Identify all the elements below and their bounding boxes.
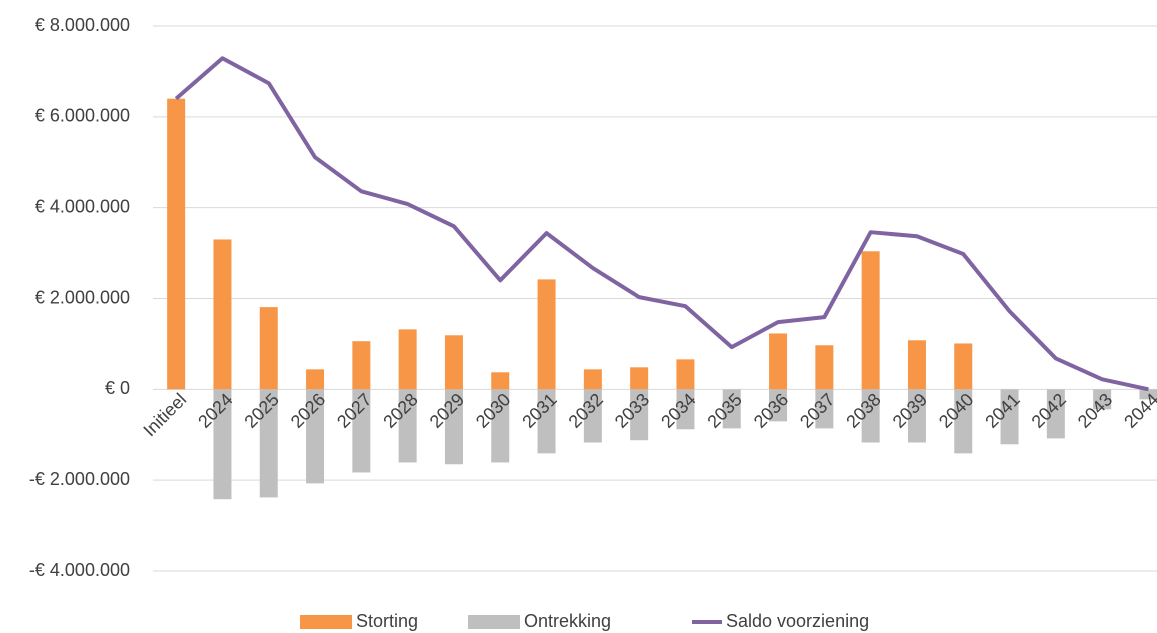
- bar: [861, 389, 880, 443]
- bar: [213, 389, 232, 500]
- legend-label: Ontrekking: [524, 611, 611, 631]
- bar: [213, 239, 232, 390]
- bar: [954, 389, 973, 454]
- bar: [769, 333, 788, 390]
- bar: [537, 389, 556, 454]
- bar: [769, 389, 788, 422]
- y-tick-label: € 4.000.000: [35, 196, 130, 216]
- bar: [583, 389, 602, 443]
- legend-swatch: [468, 615, 520, 629]
- bar: [907, 389, 926, 443]
- bar: [167, 98, 186, 390]
- bar: [537, 279, 556, 390]
- x-tick-label: 2044: [1120, 389, 1157, 431]
- y-tick-label: € 8.000.000: [35, 15, 130, 35]
- bar: [583, 369, 602, 390]
- y-tick-label: € 0: [105, 378, 130, 398]
- bar: [444, 335, 463, 390]
- bar: [954, 343, 973, 390]
- bar: [815, 389, 834, 429]
- bar: [630, 389, 649, 441]
- y-tick-label: € 2.000.000: [35, 287, 130, 307]
- y-tick-label: € 6.000.000: [35, 106, 130, 126]
- bar: [1000, 389, 1019, 445]
- line: [174, 56, 1149, 392]
- legend-label: Storting: [356, 611, 418, 631]
- bar: [491, 389, 510, 463]
- bar: [907, 340, 926, 390]
- bar: [1093, 389, 1112, 410]
- bar: [398, 389, 417, 463]
- bar: [306, 389, 325, 484]
- bar: [259, 307, 278, 390]
- bar: [306, 369, 325, 390]
- legend-swatch: [300, 615, 352, 629]
- bar: [398, 329, 417, 390]
- bar: [352, 389, 371, 473]
- bar: [1139, 389, 1157, 400]
- bar: [491, 372, 510, 390]
- y-tick-label: -€ 2.000.000: [29, 469, 130, 489]
- bar: [676, 359, 695, 390]
- bar: [1046, 389, 1065, 439]
- bar: [259, 389, 278, 498]
- bar: [630, 367, 649, 390]
- bar: [352, 341, 371, 390]
- y-tick-label: -€ 4.000.000: [29, 560, 130, 580]
- bar: [722, 389, 741, 429]
- bar: [815, 345, 834, 390]
- bar: [861, 251, 880, 390]
- bar: [444, 389, 463, 465]
- x-tick-label: Initieel: [139, 389, 190, 440]
- legend-label: Saldo voorziening: [726, 611, 869, 631]
- bar: [676, 389, 695, 430]
